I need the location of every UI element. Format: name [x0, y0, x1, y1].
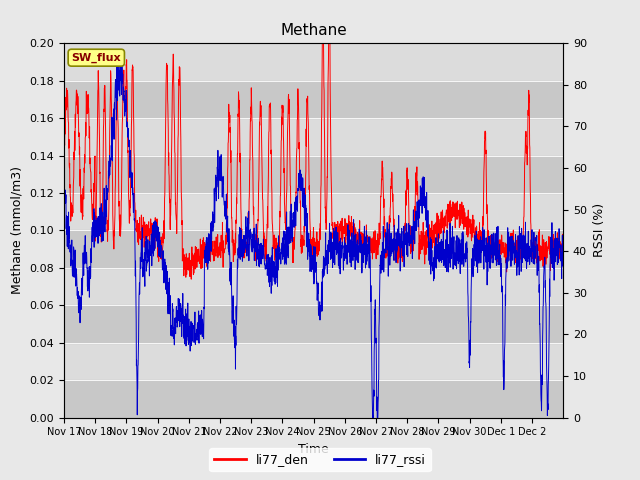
Bar	[64, 305, 563, 343]
Y-axis label: Methane (mmol/m3): Methane (mmol/m3)	[11, 167, 24, 294]
Bar	[64, 230, 563, 268]
Bar	[64, 81, 563, 118]
Title: Methane: Methane	[280, 23, 347, 38]
Y-axis label: RSSI (%): RSSI (%)	[593, 204, 605, 257]
Text: SW_flux: SW_flux	[72, 53, 121, 63]
Bar	[64, 156, 563, 193]
Bar	[64, 380, 563, 418]
X-axis label: Time: Time	[298, 443, 329, 456]
Legend: li77_den, li77_rssi: li77_den, li77_rssi	[209, 448, 431, 471]
